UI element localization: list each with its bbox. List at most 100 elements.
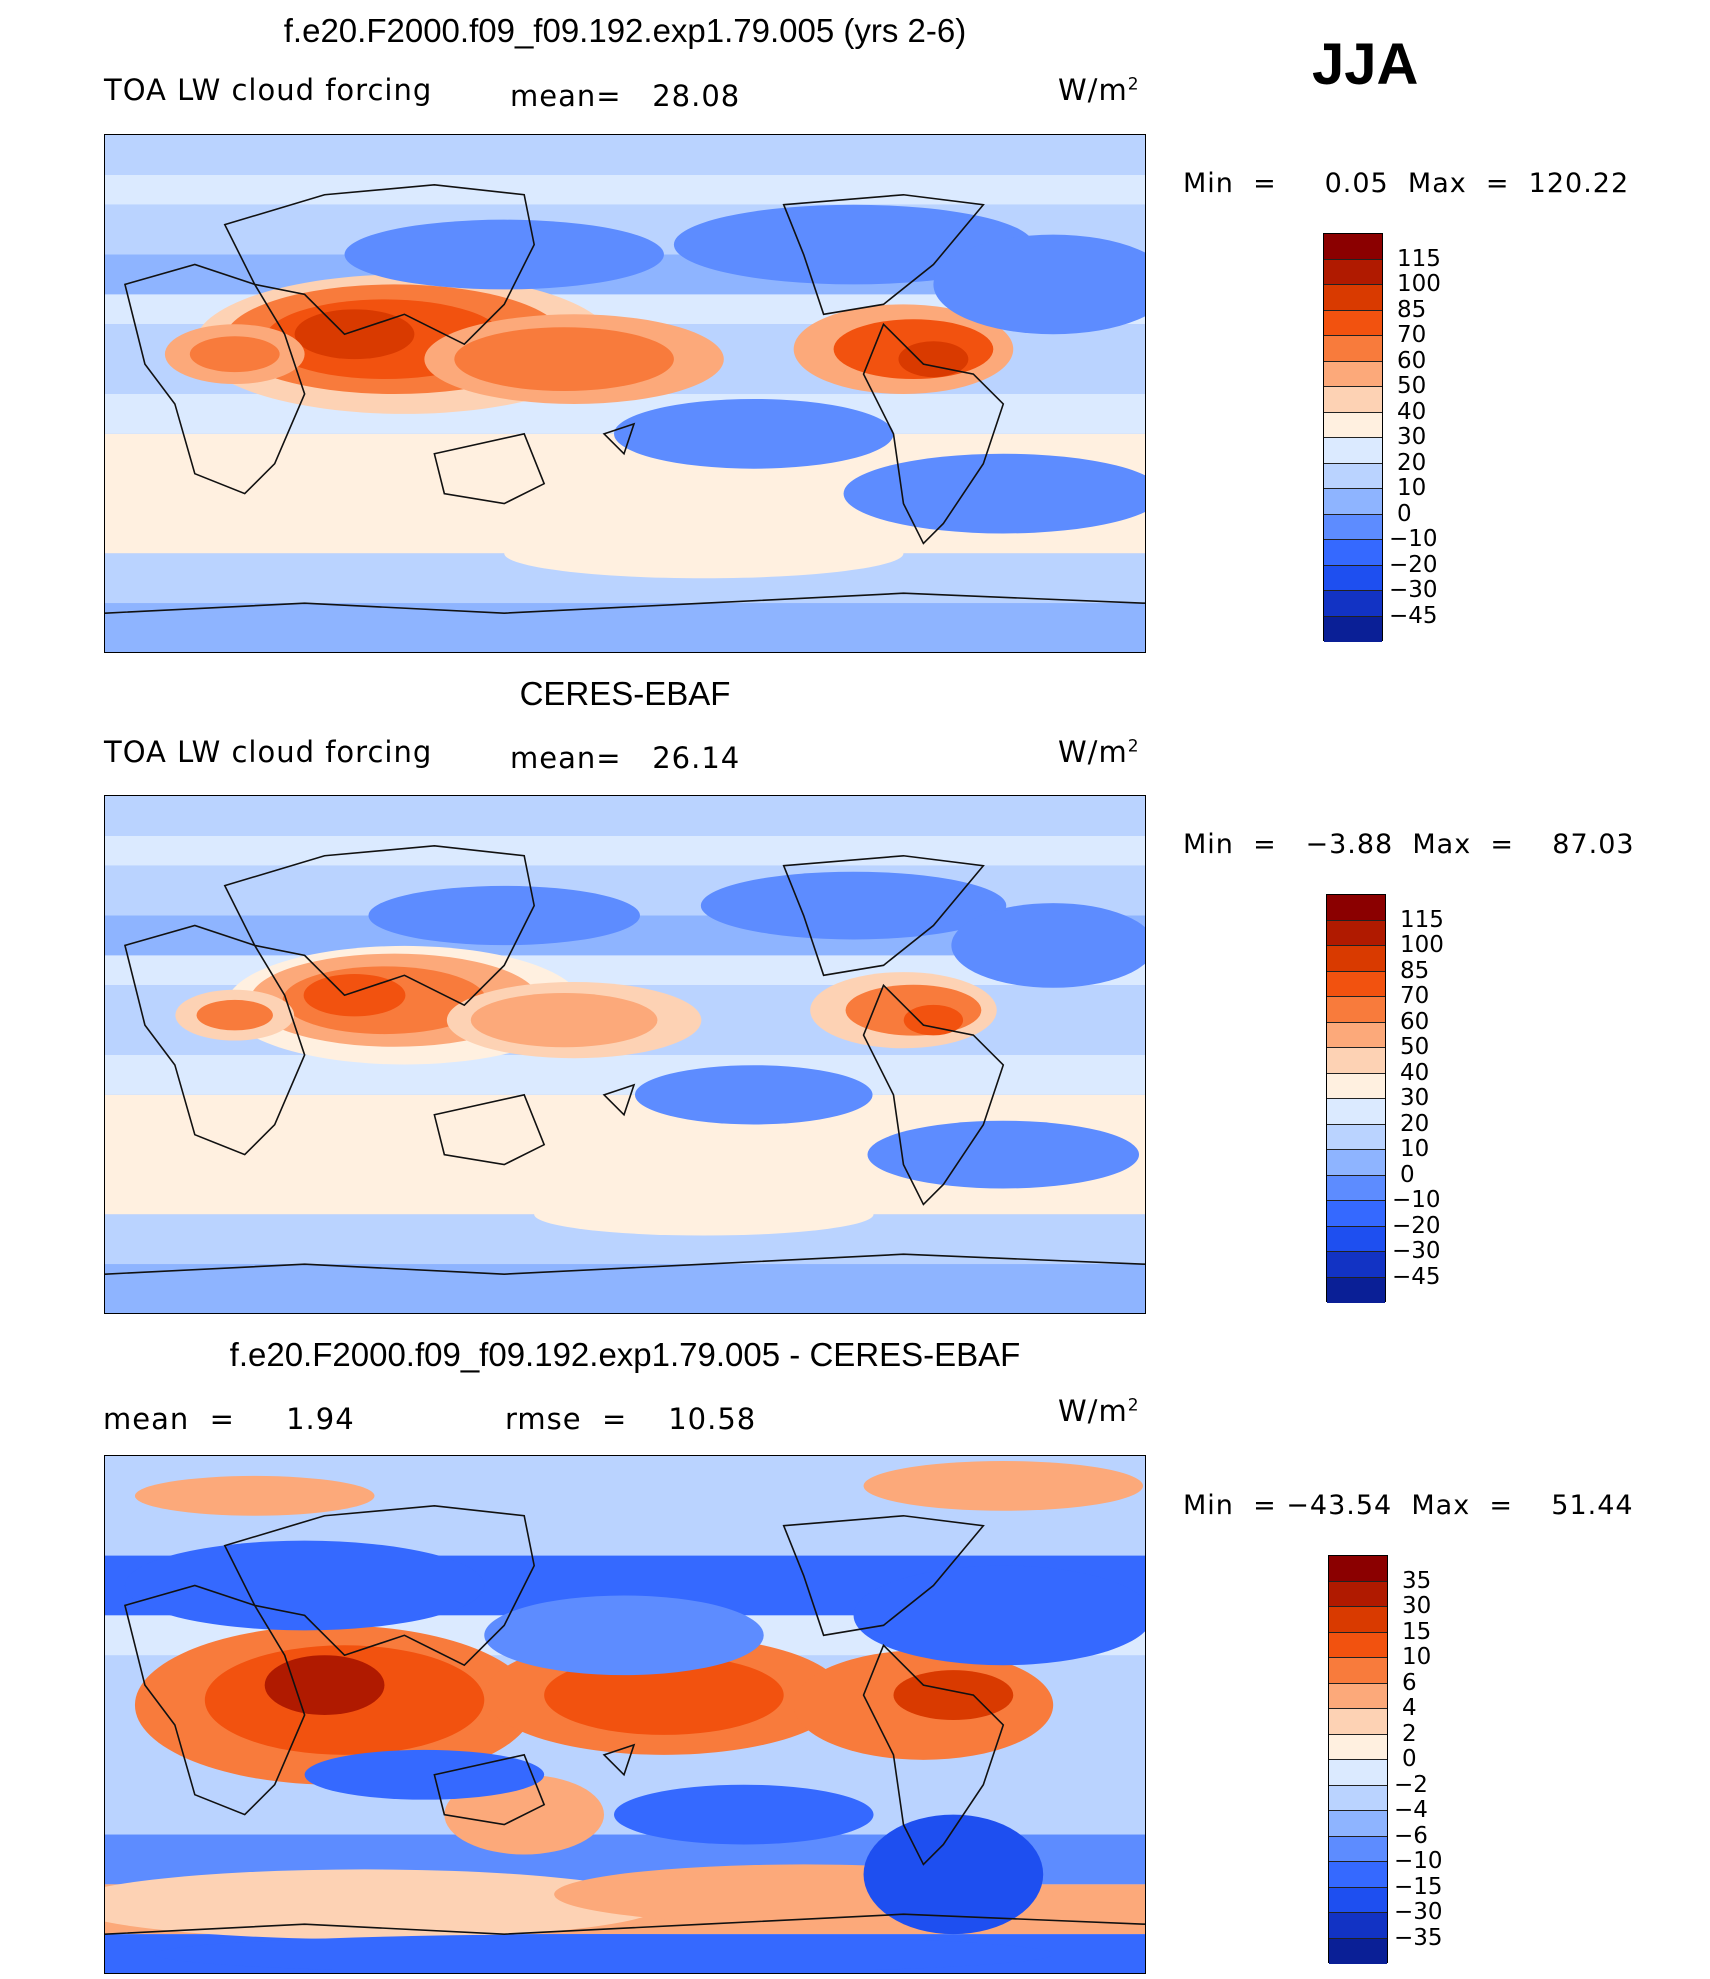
colorbar-level-label: 60 [1400,1008,1430,1035]
contour-region [893,1670,1014,1720]
panel-2-units: W/m2 [1058,735,1140,769]
colorbar-level-label: 40 [1397,398,1427,425]
coastline [123,1584,306,1816]
contour-band [105,1054,1145,1095]
panel-2-map [104,795,1146,1314]
colorbar-level-label: 50 [1400,1034,1430,1060]
colorbar-swatch [1327,1252,1385,1278]
colorbar-swatch [1329,1734,1387,1760]
panel-3-colorbar [1328,1555,1388,1964]
colorbar-level-label: −20 [1392,1212,1441,1239]
colorbar-level-label: 100 [1397,271,1441,297]
colorbar-level-label: 115 [1400,906,1444,933]
coastline [602,1743,636,1777]
colorbar-level-label: −30 [1394,1899,1443,1925]
contour-region [933,234,1145,335]
contour-band [105,135,1145,175]
colorbar-swatch [1329,1811,1387,1837]
colorbar-swatch [1327,1124,1385,1150]
colorbar-level-label: 10 [1402,1644,1432,1670]
colorbar-level-label: 0 [1397,500,1412,527]
panel-2-title: CERES-EBAF [519,675,731,712]
contour-band [105,796,1145,836]
coastline [862,983,1005,1206]
colorbar-swatch [1327,1175,1385,1201]
colorbar-swatch [1329,1785,1387,1811]
coastline [223,1505,536,1667]
colorbar-swatch [1324,514,1382,540]
colorbar-swatch [1329,1887,1387,1913]
contour-region [484,1595,764,1676]
contour-region [504,528,904,579]
coastline [105,592,1145,614]
colorbar-swatch [1327,1277,1385,1303]
contour-region [454,327,674,392]
contour-region [155,1934,1054,1973]
contour-region [105,1869,664,1940]
colorbar-swatch [1324,591,1382,617]
contour-region [634,1065,873,1125]
contour-region [898,341,969,378]
colorbar-swatch [1327,1048,1385,1074]
colorbar-level-label: 60 [1397,347,1427,374]
colorbar-level-label: 100 [1400,932,1444,958]
colorbar-level-label: 15 [1402,1618,1432,1645]
colorbar-swatch [1327,1022,1385,1048]
colorbar-swatch [1327,946,1385,972]
panel-3-minmax: Min = −43.54 Max = 51.44 [1183,1490,1634,1521]
contour-region [470,993,658,1048]
colorbar-level-label: −45 [1389,602,1438,629]
coastline [223,184,536,346]
coastline [123,263,306,495]
colorbar-swatch [1324,387,1382,413]
colorbar-level-label: −45 [1392,1263,1441,1290]
colorbar-level-label: 85 [1397,296,1427,323]
colorbar-swatch [1329,1709,1387,1735]
contour-region [614,398,894,469]
colorbar-swatch [1324,463,1382,489]
colorbar-level-label: 40 [1400,1059,1430,1086]
contour-region [673,204,1034,285]
colorbar-swatch [1327,1201,1385,1227]
colorbar-level-label: −20 [1389,551,1438,578]
coastline [602,422,636,456]
panel-3-title: f.e20.F2000.f09_f09.192.exp1.79.005 - CE… [229,1336,1021,1373]
colorbar-swatch [1329,1913,1387,1939]
colorbar-swatch [1327,971,1385,997]
colorbar-swatch [1324,616,1382,642]
panel-1-field-label: TOA LW cloud forcing [104,73,433,107]
colorbar-swatch [1329,1632,1387,1658]
colorbar-level-label: 0 [1402,1746,1417,1772]
panel-1-minmax: Min = 0.05 Max = 120.22 [1183,168,1630,199]
colorbar-level-label: −2 [1394,1771,1428,1798]
contour-region [853,1565,1145,1666]
colorbar-swatch [1327,1073,1385,1099]
contour-region [196,999,273,1031]
contour-band [105,174,1145,205]
colorbar-level-label: 30 [1402,1593,1432,1619]
colorbar-level-label: 50 [1397,373,1427,399]
contour-region [124,1540,485,1631]
colorbar-level-label: 20 [1400,1110,1430,1137]
coastline [433,1093,546,1166]
coastline [782,193,985,316]
colorbar-swatch [1324,285,1382,311]
colorbar-level-label: 70 [1397,322,1427,348]
colorbar-level-label: 10 [1400,1136,1430,1162]
colorbar-level-label: −30 [1389,577,1438,603]
panel-1-map [104,134,1146,653]
panel-2-field-label: TOA LW cloud forcing [104,735,433,769]
colorbar-level-label: 70 [1400,983,1430,1009]
colorbar-level-label: 30 [1397,424,1427,450]
colorbar-swatch [1324,259,1382,285]
panel-1-colorbar [1323,233,1383,642]
colorbar-level-label: −10 [1392,1187,1441,1213]
colorbar-swatch [1329,1658,1387,1684]
contour-region [264,1655,385,1715]
contour-region [903,1004,964,1036]
panel-3-map-svg [105,1456,1145,1973]
panel-1-units: W/m2 [1058,73,1140,107]
contour-region [867,1120,1140,1189]
colorbar-swatch [1324,412,1382,438]
panel-3-rmse: rmse = 10.58 [505,1402,757,1436]
